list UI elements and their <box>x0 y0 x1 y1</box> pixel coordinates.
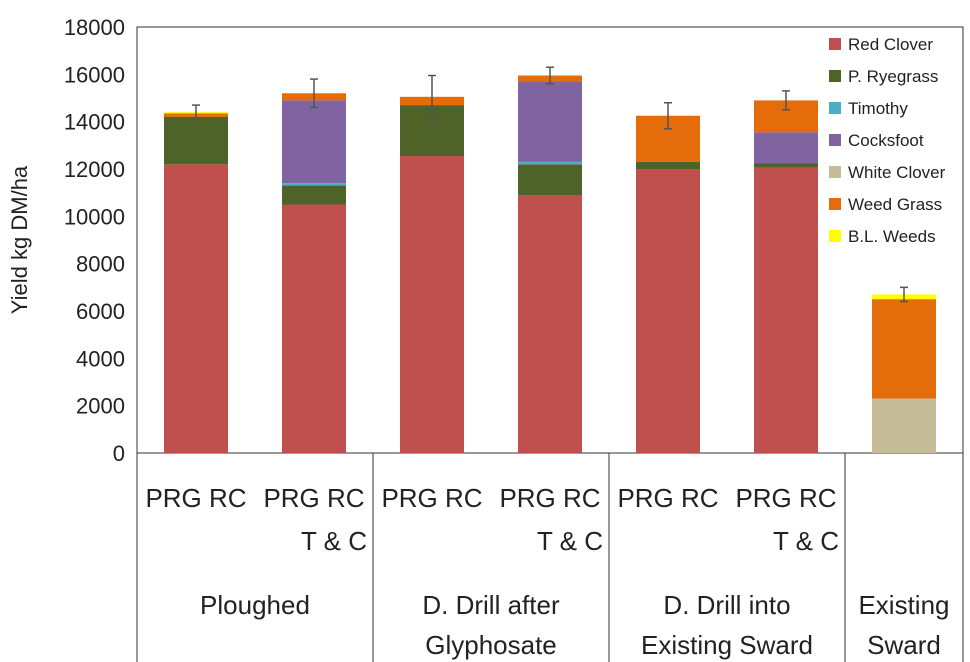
group-label: Existing Sward <box>641 630 813 660</box>
x-category-label: PRG RC <box>499 483 600 513</box>
y-tick-label: 14000 <box>64 110 125 135</box>
y-tick-label: 16000 <box>64 62 125 87</box>
legend-label: Cocksfoot <box>848 131 924 150</box>
group-label: D. Drill after <box>422 590 560 620</box>
x-category-label: PRG RC <box>381 483 482 513</box>
bar-segment <box>636 162 700 169</box>
group-label: Ploughed <box>200 590 310 620</box>
bar-segment <box>282 100 346 183</box>
y-axis-title: Yield kg DM/ha <box>7 165 32 314</box>
group-label: Existing <box>858 590 949 620</box>
group-label: Glyphosate <box>425 630 557 660</box>
group-label: Sward <box>867 630 941 660</box>
x-category-label: PRG RC <box>263 483 364 513</box>
legend-swatch <box>829 230 841 242</box>
bar-segment <box>164 117 228 164</box>
y-tick-label: 12000 <box>64 157 125 182</box>
bar-segment <box>636 169 700 453</box>
bar-segment <box>754 168 818 453</box>
bar-segment <box>282 205 346 454</box>
bar-segment <box>872 399 936 453</box>
x-category-label-line2: T & C <box>537 526 603 556</box>
y-tick-label: 10000 <box>64 204 125 229</box>
bar-segment <box>282 183 346 185</box>
x-category-label: PRG RC <box>735 483 836 513</box>
bar-segment <box>872 299 936 398</box>
bar-segment <box>518 81 582 161</box>
x-category-label-line2: T & C <box>773 526 839 556</box>
y-tick-label: 4000 <box>76 346 125 371</box>
legend-swatch <box>829 134 841 146</box>
legend-swatch <box>829 38 841 50</box>
x-axis: PRG RC PRG RC T & C PRG RC PRG RC T & C PRG RC… <box>137 453 963 662</box>
x-category-label: PRG RC <box>617 483 718 513</box>
y-tick-label: 2000 <box>76 394 125 419</box>
legend-label: Weed Grass <box>848 195 942 214</box>
legend-label: B.L. Weeds <box>848 227 936 246</box>
bar-segment <box>164 164 228 453</box>
y-tick-label: 6000 <box>76 299 125 324</box>
legend: Red Clover P. Ryegrass Timothy Cocksfoot Whi… <box>820 30 960 258</box>
legend-label: White Clover <box>848 163 946 182</box>
y-tick-label: 0 <box>113 441 125 466</box>
y-tick-label: 18000 <box>64 15 125 40</box>
legend-label: Red Clover <box>848 35 933 54</box>
bar-segment <box>518 164 582 195</box>
bar-segment <box>282 186 346 205</box>
bar-segment <box>754 132 818 163</box>
bar-segment <box>400 156 464 453</box>
x-category-label-line2: T & C <box>301 526 367 556</box>
group-label: D. Drill into <box>663 590 790 620</box>
legend-label: Timothy <box>848 99 908 118</box>
legend-swatch <box>829 166 841 178</box>
legend-swatch <box>829 198 841 210</box>
y-tick-label: 8000 <box>76 252 125 277</box>
bar-segment <box>754 163 818 168</box>
legend-label: P. Ryegrass <box>848 67 938 86</box>
x-category-label: PRG RC <box>145 483 246 513</box>
bar-segment <box>518 195 582 453</box>
legend-swatch <box>829 102 841 114</box>
legend-swatch <box>829 70 841 82</box>
bar-segment <box>518 162 582 164</box>
